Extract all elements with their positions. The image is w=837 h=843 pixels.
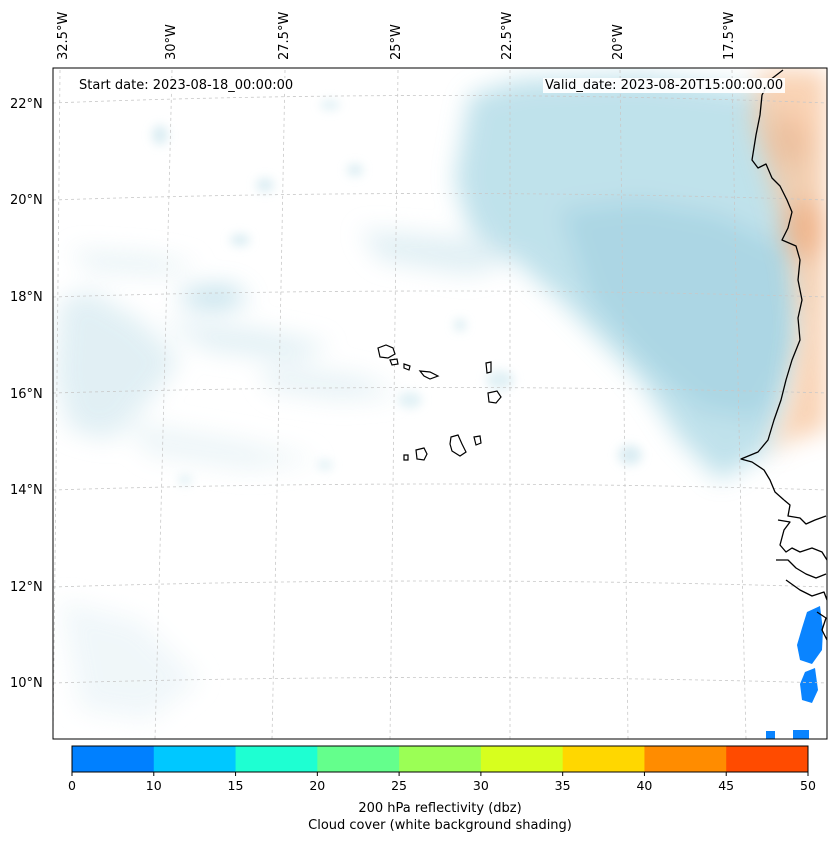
colorbar-tick-label: 0: [68, 778, 76, 793]
lat-label: 12°N: [10, 580, 43, 595]
lat-label: 16°N: [10, 387, 43, 402]
colorbar-sublabel: Cloud cover (white background shading): [308, 818, 572, 833]
colorbar-tick-label: 45: [718, 778, 735, 793]
lon-label: 30°W: [164, 24, 179, 60]
colorbar-tick-label: 40: [636, 778, 653, 793]
coastline: [740, 69, 827, 641]
colorbar-segment: [480, 746, 564, 772]
colorbar-label: 200 hPa reflectivity (dbz): [358, 801, 522, 816]
colorbar-segment: [153, 746, 237, 772]
lat-label: 10°N: [10, 676, 43, 691]
lat-label: 14°N: [10, 483, 43, 498]
colorbar-tick-label: 15: [227, 778, 244, 793]
colorbar-tick-label: 20: [309, 778, 326, 793]
colorbar-segment: [235, 746, 318, 772]
colorbar-segment: [726, 746, 809, 772]
start-date-label: Start date: 2023-08-18_00:00:00: [77, 78, 296, 93]
lon-label: 17.5°W: [722, 11, 737, 60]
colorbar-tick-label: 30: [472, 778, 489, 793]
lon-label: 27.5°W: [277, 11, 292, 60]
colorbar-frame: [71, 745, 809, 773]
cloud-cover-shading: [55, 75, 805, 720]
map-frame: [52, 67, 828, 740]
cloud-cover-patches: [152, 100, 642, 485]
colorbar-segment: [399, 746, 482, 772]
colorbar-tick-label: 10: [145, 778, 162, 793]
colorbar-segment: [317, 746, 400, 772]
reflectivity-cells: [766, 606, 823, 739]
lon-label: 32.5°W: [56, 11, 71, 60]
graticule: [53, 69, 827, 739]
lat-label: 18°N: [10, 290, 43, 305]
valid-date-label: Valid_date: 2023-08-20T15:00:00.00: [543, 78, 786, 93]
colorbar-segment: [562, 746, 645, 772]
lat-label: 22°N: [10, 97, 43, 112]
colorbar: [71, 745, 809, 776]
lon-label: 22.5°W: [500, 11, 515, 60]
lat-label: 20°N: [10, 193, 43, 208]
colorbar-tick-label: 35: [554, 778, 571, 793]
colorbar-segment: [644, 746, 727, 772]
cape-verde-islands: [377, 344, 502, 461]
colorbar-segment: [72, 746, 155, 772]
lon-label: 20°W: [611, 24, 626, 60]
lon-label: 25°W: [389, 24, 404, 60]
colorbar-tick-label: 25: [391, 778, 408, 793]
colorbar-tick-label: 50: [800, 778, 816, 793]
